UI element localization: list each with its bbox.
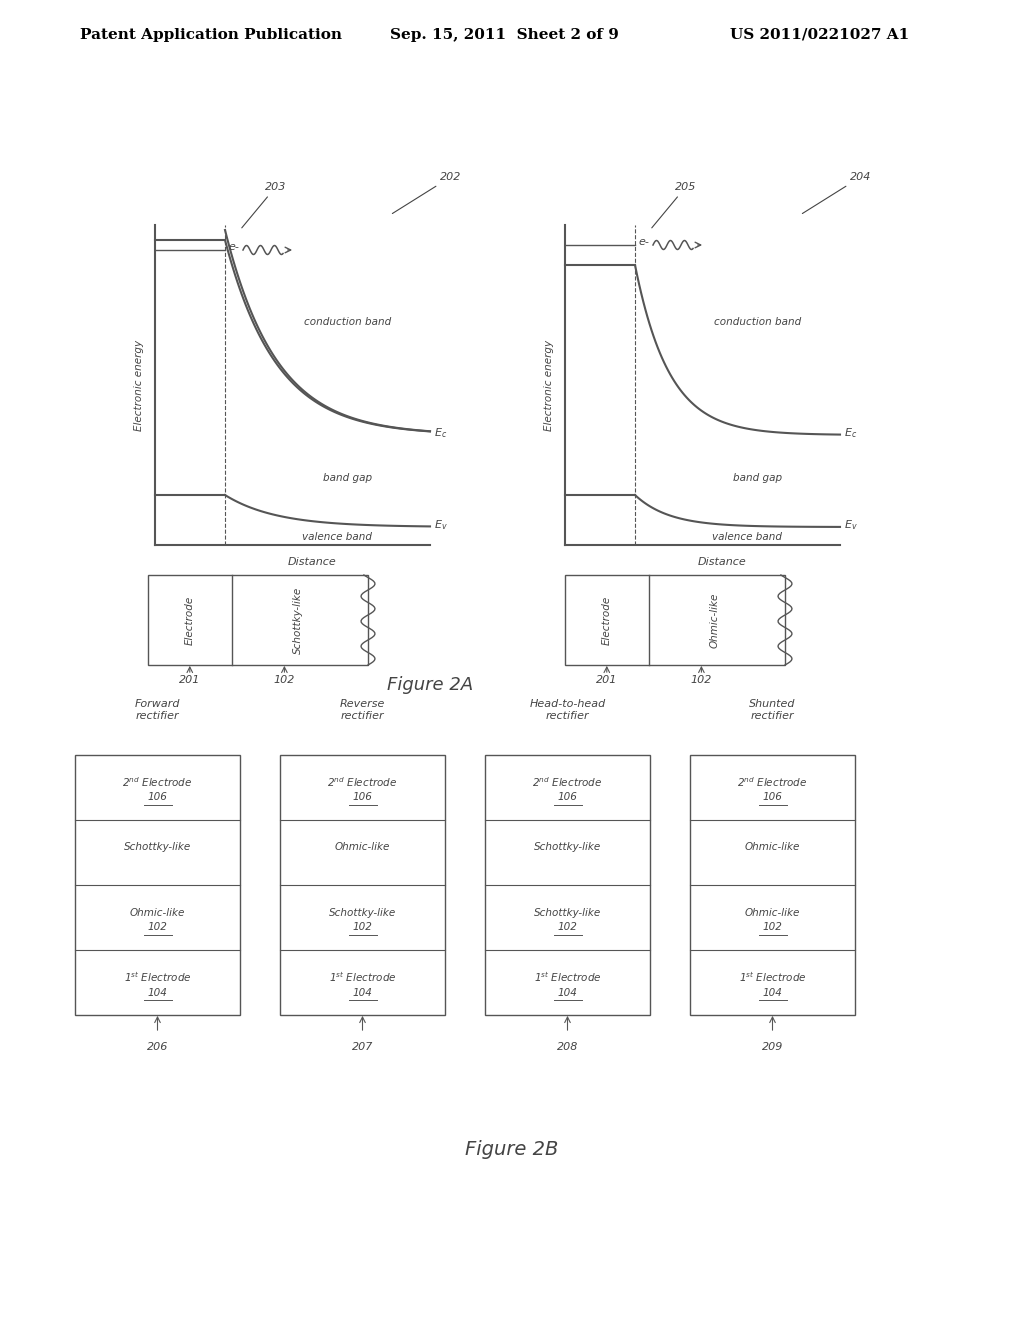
Text: conduction band: conduction band [304,317,391,327]
Text: Schottky-like: Schottky-like [534,908,601,917]
Text: 102: 102 [273,675,295,685]
Text: 202: 202 [392,172,462,214]
Text: 104: 104 [352,987,373,998]
Bar [75,755,240,1015]
Text: 2$^{nd}$ Electrode: 2$^{nd}$ Electrode [532,776,602,789]
Text: Schottky-like: Schottky-like [124,842,191,853]
Text: Shunted
rectifier: Shunted rectifier [750,700,796,721]
Text: band gap: band gap [733,473,782,483]
Text: 209: 209 [762,1041,783,1052]
Bar [690,755,855,1015]
Text: 106: 106 [147,792,168,803]
Text: $E_v$: $E_v$ [844,519,858,532]
Text: 102: 102 [557,923,578,932]
Text: $E_c$: $E_c$ [844,426,857,440]
Text: Ohmic-like: Ohmic-like [744,842,800,853]
Text: Schottky-like: Schottky-like [329,908,396,917]
Text: Figure 2B: Figure 2B [465,1140,559,1159]
Text: 208: 208 [557,1041,579,1052]
Bar [485,755,650,1015]
Text: Electronic energy: Electronic energy [544,339,554,430]
Text: US 2011/0221027 A1: US 2011/0221027 A1 [730,28,909,42]
Text: Distance: Distance [288,557,337,568]
Text: 201: 201 [179,675,201,685]
Text: 2$^{nd}$ Electrode: 2$^{nd}$ Electrode [123,776,193,789]
Text: 2$^{nd}$ Electrode: 2$^{nd}$ Electrode [737,776,808,789]
Text: 205: 205 [651,182,696,228]
Text: 102: 102 [147,923,168,932]
Text: $E_c$: $E_c$ [434,426,447,440]
Text: e-: e- [228,242,239,252]
Text: 1$^{st}$ Electrode: 1$^{st}$ Electrode [124,970,191,985]
Text: 206: 206 [146,1041,168,1052]
Text: Distance: Distance [698,557,746,568]
Text: Electronic energy: Electronic energy [134,339,144,430]
Text: 102: 102 [352,923,373,932]
Text: band gap: band gap [323,473,372,483]
Text: 106: 106 [763,792,782,803]
Text: 106: 106 [557,792,578,803]
Text: Forward
rectifier: Forward rectifier [135,700,180,721]
Text: 201: 201 [596,675,617,685]
Text: 102: 102 [691,675,712,685]
Text: Patent Application Publication: Patent Application Publication [80,28,342,42]
Bar [148,576,368,665]
Text: 104: 104 [763,987,782,998]
Text: 203: 203 [242,182,287,228]
Text: 207: 207 [352,1041,373,1052]
Text: 104: 104 [147,987,168,998]
Text: 104: 104 [557,987,578,998]
Text: 204: 204 [803,172,871,214]
Text: Ohmic-like: Ohmic-like [335,842,390,853]
Text: 1$^{st}$ Electrode: 1$^{st}$ Electrode [534,970,601,985]
Text: Ohmic-like: Ohmic-like [710,593,720,648]
Text: Schottky-like: Schottky-like [293,586,303,653]
Text: e-: e- [638,238,649,247]
Text: Electrode: Electrode [184,595,195,644]
Text: valence band: valence band [713,532,782,543]
Text: Ohmic-like: Ohmic-like [744,908,800,917]
Text: Ohmic-like: Ohmic-like [130,908,185,917]
Text: $E_v$: $E_v$ [434,519,447,532]
Text: Figure 2A: Figure 2A [387,676,473,694]
Text: Sep. 15, 2011  Sheet 2 of 9: Sep. 15, 2011 Sheet 2 of 9 [390,28,618,42]
Text: Electrode: Electrode [602,595,611,644]
Text: Reverse
rectifier: Reverse rectifier [340,700,385,721]
Text: Head-to-head
rectifier: Head-to-head rectifier [529,700,605,721]
Text: 106: 106 [352,792,373,803]
Text: 1$^{st}$ Electrode: 1$^{st}$ Electrode [329,970,396,985]
Text: conduction band: conduction band [714,317,801,327]
Text: 2$^{nd}$ Electrode: 2$^{nd}$ Electrode [328,776,397,789]
Bar [565,576,785,665]
Text: valence band: valence band [302,532,373,543]
Text: 102: 102 [763,923,782,932]
Text: 1$^{st}$ Electrode: 1$^{st}$ Electrode [738,970,806,985]
Text: Schottky-like: Schottky-like [534,842,601,853]
Bar [280,755,445,1015]
